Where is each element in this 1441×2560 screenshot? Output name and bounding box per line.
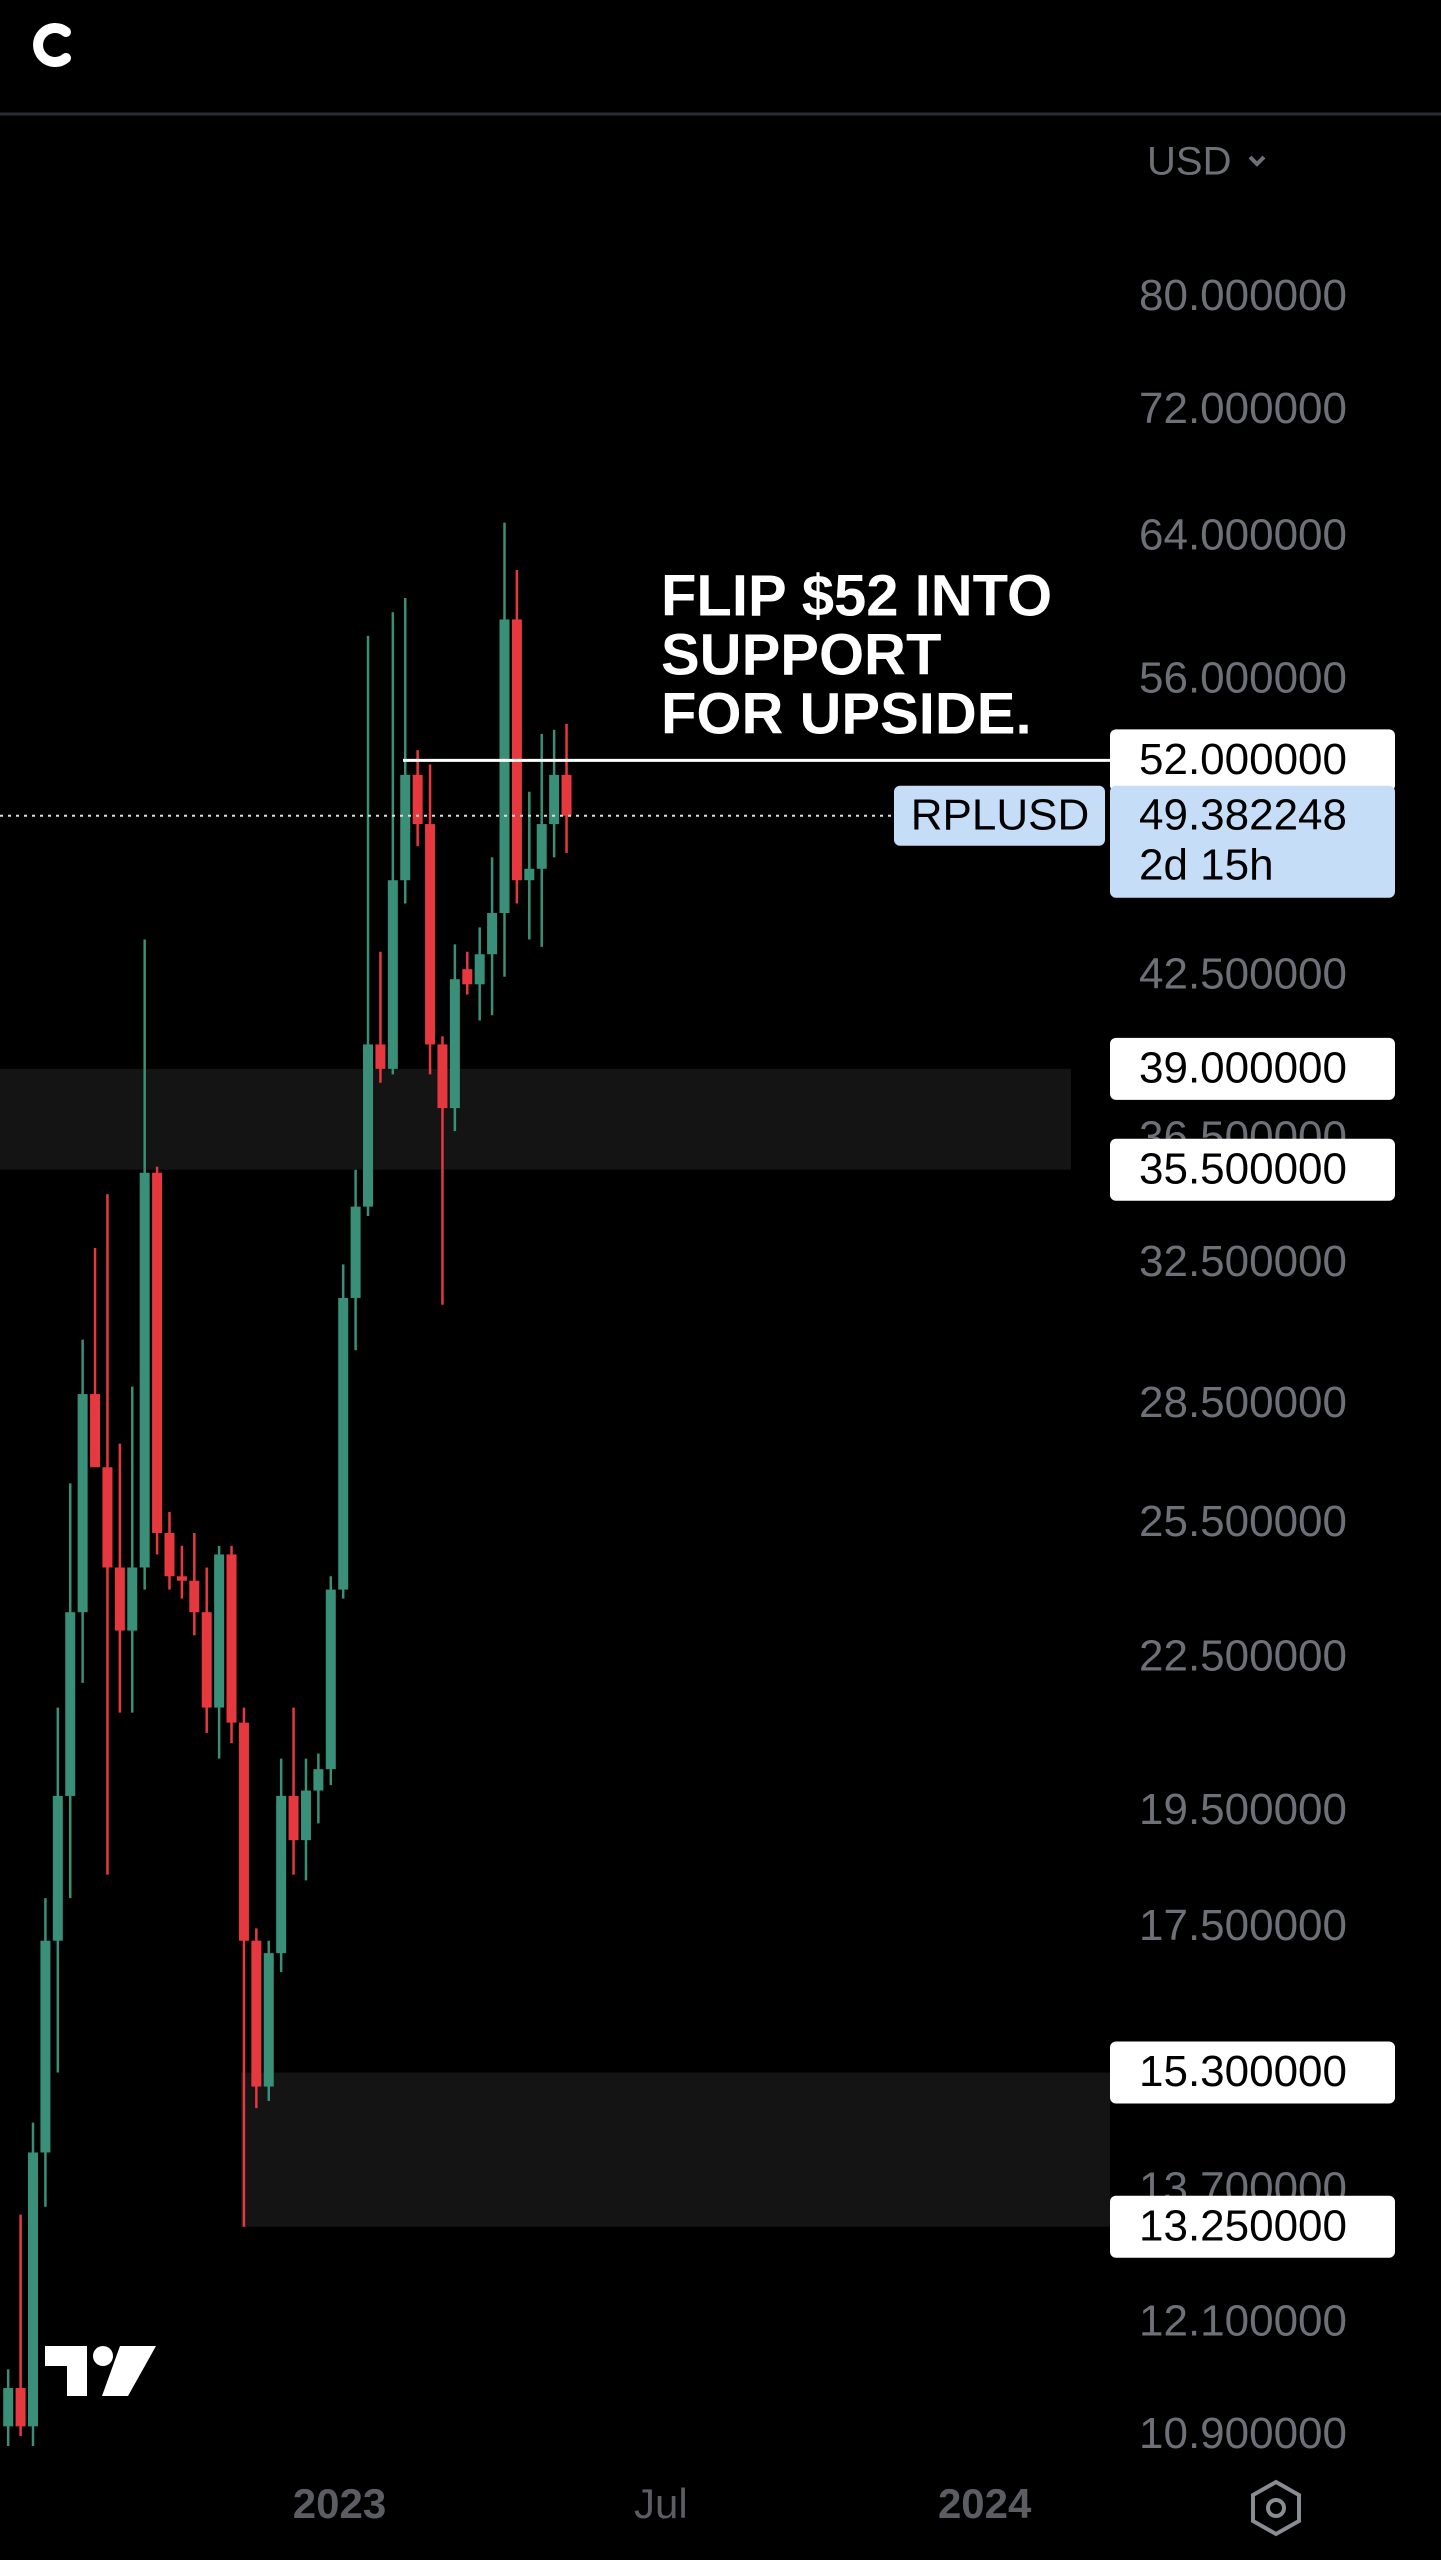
level-box	[1110, 1138, 1395, 1201]
level-box	[1110, 1037, 1395, 1100]
candle-body	[15, 2388, 26, 2427]
tv-logo-t	[45, 2346, 87, 2396]
logo-c	[33, 23, 71, 67]
candle-body	[90, 1394, 101, 1468]
annotation: FOR UPSIDE.	[661, 681, 1032, 746]
app-logo[interactable]	[33, 23, 71, 67]
y-tick-label: 10.900000	[1139, 2409, 1347, 2458]
currency-chevron[interactable]	[1248, 155, 1266, 167]
tradingview-logo	[45, 2346, 156, 2396]
y-tick-label: 32.500000	[1139, 1237, 1347, 1286]
price-tag	[894, 785, 1105, 846]
x-tick-label: 2024	[938, 2480, 1032, 2527]
candle-body	[288, 1795, 299, 1841]
candle-body	[152, 1172, 163, 1534]
level-box	[1110, 2041, 1395, 2104]
candle-body	[40, 1940, 51, 2153]
y-tick-label: 42.500000	[1139, 949, 1347, 998]
candle-body	[400, 774, 411, 881]
countdown-label: 2d 15h	[1139, 840, 1274, 889]
settings-button[interactable]	[1251, 2479, 1301, 2537]
candle-body	[511, 619, 522, 881]
candle-body	[276, 1795, 287, 1954]
candle-body	[487, 913, 498, 955]
candle-body	[549, 774, 560, 825]
candle-body	[524, 868, 535, 881]
level-box	[1110, 729, 1395, 792]
settings-hexagon	[1251, 2479, 1301, 2537]
candle-body	[164, 1533, 175, 1577]
candle-body	[325, 1589, 336, 1770]
candle-body	[139, 1172, 150, 1568]
annotation: FLIP $52 INTO	[661, 563, 1052, 628]
candle-body	[300, 1790, 311, 1841]
annotation: SUPPORT	[661, 622, 941, 687]
candle-body	[176, 1576, 187, 1581]
level-label: 15.300000	[1139, 2047, 1347, 2096]
y-tick-label: 22.500000	[1139, 1631, 1347, 1680]
tv-logo-slash	[102, 2346, 156, 2396]
currency-selector[interactable]: USD	[1147, 140, 1231, 184]
candle-body	[536, 824, 547, 869]
candle-body	[412, 774, 423, 825]
candle-body	[114, 1567, 125, 1631]
level-label: 39.000000	[1139, 1044, 1347, 1093]
candle-body	[350, 1206, 361, 1298]
candle-body	[437, 1044, 448, 1109]
candle-body	[226, 1554, 237, 1723]
price-box	[1110, 785, 1395, 898]
zone	[241, 2072, 1110, 2227]
symbol-label: RPLUSD	[911, 790, 1090, 839]
candle-body	[462, 969, 473, 985]
tv-logo-dot	[93, 2346, 113, 2366]
candle-body	[449, 979, 460, 1109]
candle-body	[375, 1044, 386, 1069]
y-tick-label: 80.000000	[1139, 271, 1347, 320]
candle-body	[102, 1467, 113, 1568]
zone	[0, 1068, 1071, 1170]
candle-body	[387, 880, 398, 1069]
candle-body	[214, 1554, 225, 1708]
y-tick-label: 72.000000	[1139, 384, 1347, 433]
candle-body	[65, 1612, 76, 1796]
candle-body	[28, 2152, 39, 2427]
candle-body	[127, 1567, 138, 1631]
y-tick-label: 28.500000	[1139, 1378, 1347, 1427]
y-tick-label: 19.500000	[1139, 1785, 1347, 1834]
candle-body	[561, 774, 572, 816]
candle-body	[201, 1612, 212, 1708]
level-label: 35.500000	[1139, 1144, 1347, 1193]
candle-body	[363, 1044, 374, 1207]
x-tick-label: Jul	[634, 2480, 688, 2527]
candle-body	[3, 2388, 14, 2427]
y-tick-label: 64.000000	[1139, 510, 1347, 559]
x-tick-label: 2023	[293, 2480, 386, 2527]
y-tick-label: 12.100000	[1139, 2297, 1347, 2346]
plot-area: 80.000000 72.000000 64.000000 56.000000 42.5…	[0, 271, 1395, 2527]
candle-body	[499, 619, 510, 914]
y-tick-label: 56.000000	[1139, 653, 1347, 702]
candle-body	[313, 1769, 324, 1791]
y-tick-label: 17.500000	[1139, 1901, 1347, 1950]
price-label: 49.382248	[1139, 790, 1347, 839]
candle-body	[474, 954, 485, 985]
candle-body	[425, 824, 436, 1045]
level-box	[1110, 2195, 1395, 2258]
level-label: 13.250000	[1139, 2201, 1347, 2250]
candle-body	[189, 1580, 200, 1613]
candle-body	[251, 1940, 262, 2087]
candle-body	[52, 1795, 63, 1941]
candle-body	[263, 1953, 274, 2087]
candle-body	[77, 1394, 88, 1613]
candle-body	[338, 1297, 349, 1590]
y-tick-label: 25.500000	[1139, 1497, 1347, 1546]
settings-circle	[1266, 2498, 1286, 2518]
candle-body	[238, 1722, 249, 1941]
level-label: 52.000000	[1139, 735, 1347, 784]
